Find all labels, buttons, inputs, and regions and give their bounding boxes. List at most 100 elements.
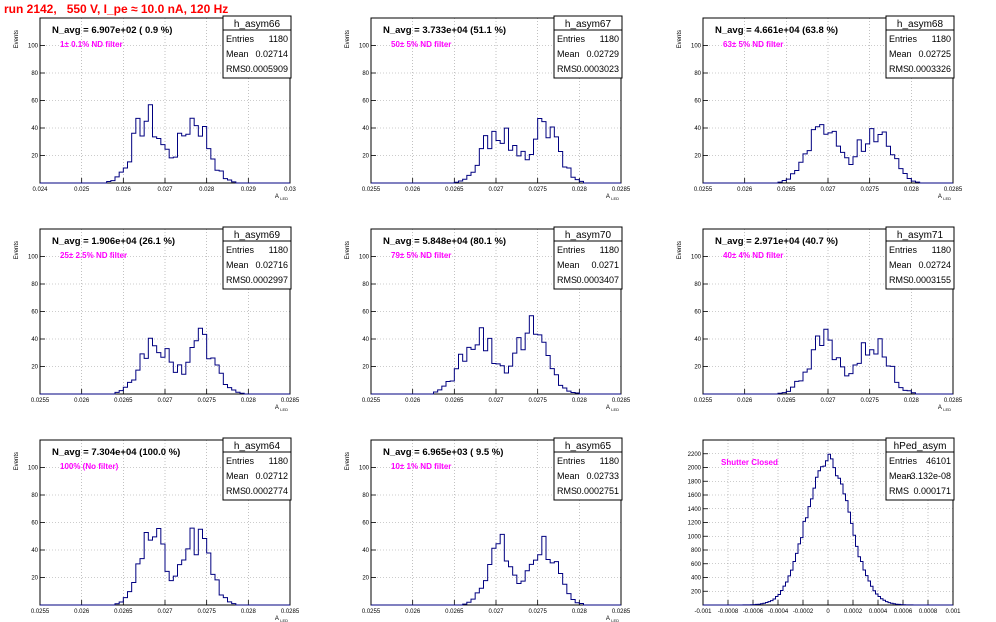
y-tick-label: 100 — [359, 44, 370, 50]
stats-key: RMS — [226, 275, 246, 285]
x-tick-label: 0.0285 — [944, 398, 963, 404]
stats-key: RMS — [889, 275, 909, 285]
y-tick-label: 200 — [691, 589, 702, 595]
x-tick-label: -0.0004 — [768, 609, 789, 615]
histogram-line — [703, 453, 953, 606]
y-tick-label: 60 — [31, 310, 38, 316]
panel-h_asym70: 0.0255 0.026 0.0265 0.027 0.0275 0.028 0.0285 2… — [345, 226, 631, 412]
x-tick-label: -0.0002 — [793, 609, 814, 615]
x-tick-label: 0.0265 — [114, 609, 133, 615]
stats-value: 1180 — [269, 456, 288, 466]
x-tick-label: 0.0255 — [362, 398, 381, 404]
y-tick-label: 20 — [694, 154, 701, 160]
y-tick-label: 1400 — [688, 507, 702, 513]
y-tick-label: 60 — [694, 310, 701, 316]
x-tick-label: 0.0265 — [445, 187, 464, 193]
histogram-name: h_asym66 — [234, 19, 281, 30]
x-tick-label: 0.027 — [820, 187, 836, 193]
x-tick-label: 0.028 — [572, 187, 588, 193]
filter-label: 1± 0.1% ND filter — [60, 40, 123, 49]
panel-h_asym66: 0.024 0.025 0.026 0.027 0.028 0.029 0.03 20 40 60… — [14, 15, 296, 201]
x-axis-title: A LED — [606, 616, 619, 622]
x-tick-label: 0.0006 — [894, 609, 913, 615]
y-tick-label: 60 — [31, 521, 38, 527]
stats-key: Mean — [557, 260, 580, 270]
x-tick-label: 0.0275 — [197, 609, 216, 615]
x-tick-label: 0.027 — [488, 398, 504, 404]
stats-key: RMS — [889, 486, 909, 496]
x-tick-label: 0.026 — [74, 398, 90, 404]
y-tick-label: 40 — [362, 126, 369, 132]
x-axis-title: A LED — [275, 405, 288, 412]
filter-label: 40± 4% ND filter — [723, 251, 783, 260]
stats-value: 0.0005909 — [245, 64, 288, 74]
y-tick-label: 40 — [362, 548, 369, 554]
y-tick-label: 20 — [362, 154, 369, 160]
y-tick-label: 400 — [691, 576, 702, 582]
stats-key: Mean — [889, 471, 912, 481]
x-tick-label: 0.0265 — [777, 187, 796, 193]
filter-label: 50± 5% ND filter — [391, 40, 451, 49]
stats-key: RMS — [226, 486, 246, 496]
x-tick-label: 0.027 — [488, 609, 504, 615]
stats-box — [222, 437, 292, 501]
histogram-name: h_asym69 — [234, 230, 281, 241]
navg-label: N_avg = 6.965e+03 ( 9.5 %) — [383, 447, 503, 458]
x-axis-title: A LED — [938, 405, 951, 412]
stats-value: 46101 — [926, 456, 951, 466]
y-tick-label: 40 — [694, 126, 701, 132]
y-tick-label: 1600 — [688, 493, 702, 499]
x-tick-label: 0.024 — [32, 187, 48, 193]
x-axis-title: A LED — [938, 194, 951, 201]
y-tick-label: 20 — [31, 154, 38, 160]
y-tick-label: 40 — [694, 337, 701, 343]
y-tick-label: 40 — [362, 337, 369, 343]
x-tick-label: 0.027 — [157, 187, 173, 193]
stats-value: 0.000171 — [913, 486, 951, 496]
y-tick-label: 40 — [31, 126, 38, 132]
y-tick-label: 100 — [28, 466, 39, 472]
stats-box — [553, 226, 623, 290]
x-axis-title: A LED — [606, 405, 619, 412]
stats-key: Entries — [557, 245, 586, 255]
y-tick-label: 800 — [691, 548, 702, 554]
stats-key: Mean — [226, 471, 249, 481]
x-tick-label: 0.0275 — [528, 398, 547, 404]
stats-box — [885, 226, 955, 290]
x-tick-label: 0.0285 — [281, 609, 300, 615]
stats-key: Mean — [557, 471, 580, 481]
x-tick-label: 0.0255 — [362, 609, 381, 615]
x-tick-label: 0.0255 — [31, 609, 50, 615]
panel-h_asym71: 0.0255 0.026 0.0265 0.027 0.0275 0.028 0.0285 2… — [677, 226, 963, 412]
y-tick-label: 60 — [362, 310, 369, 316]
y-tick-label: 80 — [31, 71, 38, 77]
histogram-line — [40, 327, 290, 395]
histogram-line — [703, 328, 953, 395]
histogram-line — [40, 527, 290, 606]
x-tick-label: -0.001 — [694, 609, 712, 615]
x-tick-label: 0.0275 — [197, 398, 216, 404]
panel-hPed_asym: -0.001 -0.0008 -0.0006 -0.0004 -0.0002 0 0.000… — [688, 437, 961, 615]
x-tick-label: 0.0285 — [612, 187, 631, 193]
x-tick-label: 0.0285 — [612, 398, 631, 404]
y-tick-label: 80 — [31, 493, 38, 499]
stats-value: 1180 — [932, 34, 951, 44]
navg-label: N_avg = 6.907e+02 ( 0.9 %) — [52, 25, 172, 36]
run-title: run 2142, 550 V, I_pe ≈ 10.0 nA, 120 Hz — [4, 2, 229, 16]
stats-value: 0.0002997 — [245, 275, 288, 285]
stats-value: 0.0003407 — [576, 275, 619, 285]
stats-value: 0.02724 — [918, 260, 951, 270]
y-tick-label: 600 — [691, 562, 702, 568]
stats-value: 0.0002774 — [245, 486, 288, 496]
y-tick-label: 80 — [694, 71, 701, 77]
panel-h_asym69: 0.0255 0.026 0.0265 0.027 0.0275 0.028 0.0285 2… — [14, 226, 300, 412]
x-tick-label: 0.028 — [199, 187, 215, 193]
y-tick-label: 100 — [28, 255, 39, 261]
y-tick-label: 100 — [359, 255, 370, 261]
x-axis-title: A LED — [275, 194, 288, 201]
filter-label: 25± 2.5% ND filter — [60, 251, 127, 260]
x-tick-label: 0.0285 — [281, 398, 300, 404]
stats-key: RMS — [557, 64, 577, 74]
panel-h_asym64: 0.0255 0.026 0.0265 0.027 0.0275 0.028 0.0285 2… — [14, 437, 300, 622]
